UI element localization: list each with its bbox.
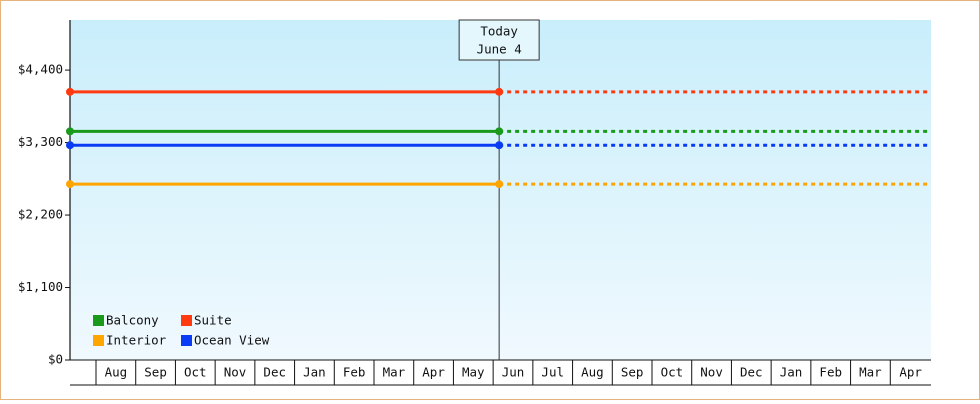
y-tick-label: $1,100 bbox=[18, 279, 63, 294]
x-tick-label: Aug bbox=[105, 365, 128, 380]
x-tick-label: Jul bbox=[541, 365, 564, 380]
x-tick-label: Dec bbox=[740, 365, 763, 380]
x-tick-label: Jan bbox=[303, 365, 326, 380]
point bbox=[495, 141, 504, 150]
x-tick-label: Oct bbox=[661, 365, 684, 380]
legend-swatch bbox=[93, 335, 104, 346]
x-tick-label: Nov bbox=[700, 365, 723, 380]
point bbox=[495, 180, 504, 189]
point bbox=[66, 180, 74, 189]
x-tick-label: Sep bbox=[621, 365, 644, 380]
today-label: Today bbox=[480, 24, 518, 39]
x-tick-label: Mar bbox=[383, 365, 406, 380]
plot-area bbox=[70, 20, 931, 360]
x-tick-label: Apr bbox=[899, 365, 922, 380]
legend-swatch bbox=[181, 315, 192, 326]
legend-label: Interior bbox=[106, 333, 167, 348]
legend-label: Ocean View bbox=[194, 333, 270, 348]
point bbox=[495, 87, 504, 96]
x-tick-label: Jun bbox=[502, 365, 525, 380]
legend-label: Suite bbox=[194, 313, 232, 328]
legend-label: Balcony bbox=[106, 313, 159, 328]
point bbox=[495, 127, 504, 136]
point bbox=[66, 141, 74, 150]
y-tick-label: $3,300 bbox=[18, 134, 63, 149]
x-tick-label: Feb bbox=[343, 365, 366, 380]
x-tick-label: May bbox=[462, 365, 485, 380]
x-tick-label: Sep bbox=[144, 365, 167, 380]
x-tick-label: Aug bbox=[581, 365, 604, 380]
y-tick-label: $2,200 bbox=[18, 207, 63, 222]
legend-swatch bbox=[181, 335, 192, 346]
x-tick-label: Jan bbox=[780, 365, 803, 380]
x-tick-label: Nov bbox=[224, 365, 247, 380]
legend-swatch bbox=[93, 315, 104, 326]
x-tick-label: Dec bbox=[263, 365, 286, 380]
x-tick-label: Apr bbox=[422, 365, 445, 380]
x-tick-label: Feb bbox=[819, 365, 842, 380]
today-date: June 4 bbox=[477, 42, 522, 57]
y-tick-label: $4,400 bbox=[18, 62, 63, 77]
x-tick-label: Mar bbox=[859, 365, 882, 380]
y-tick-label: $0 bbox=[48, 352, 63, 367]
point bbox=[66, 87, 74, 96]
point bbox=[66, 127, 74, 136]
today-box bbox=[458, 19, 540, 61]
x-tick-label: Oct bbox=[184, 365, 207, 380]
